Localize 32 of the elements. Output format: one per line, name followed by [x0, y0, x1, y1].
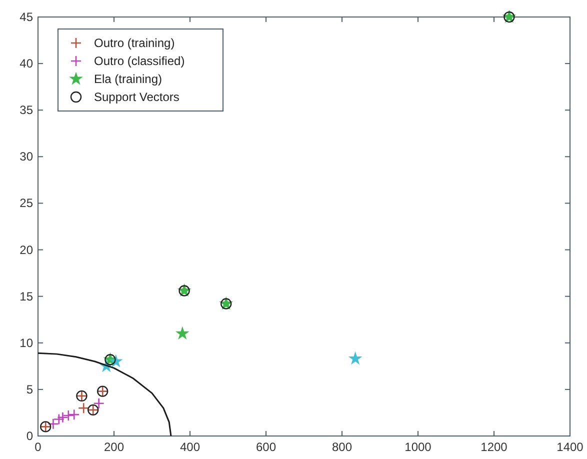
y-tick-label: 5: [26, 382, 34, 396]
legend-label: Outro (training): [94, 36, 175, 50]
legend-label: Ela (training): [94, 72, 162, 86]
y-tick-label: 40: [20, 56, 34, 71]
y-tick-label: 15: [20, 289, 34, 304]
point: [57, 412, 68, 424]
point: [62, 410, 74, 422]
legend-label: Outro (classified): [94, 54, 185, 68]
x-tick-label: 1400: [556, 440, 584, 454]
y-tick-label: 10: [20, 336, 34, 350]
y-tick-label: 30: [20, 150, 34, 164]
x-tick-label: 0: [34, 440, 42, 454]
y-tick-label: 20: [20, 242, 34, 257]
point: [48, 418, 59, 430]
y-tick-label: 35: [20, 103, 34, 118]
x-tick-label: 800: [332, 440, 352, 454]
legend-label: Support Vectors: [94, 90, 180, 104]
point: [348, 351, 362, 365]
x-tick-label: 600: [256, 440, 276, 454]
point: [175, 326, 190, 340]
x-tick-label: 1200: [480, 440, 508, 454]
x-tick-label: 400: [180, 440, 200, 454]
x-tick-label: 1000: [404, 440, 432, 454]
y-tick-label: 25: [20, 196, 34, 210]
y-tick-label: 0: [26, 429, 34, 443]
x-tick-label: 200: [104, 440, 124, 454]
point: [78, 402, 90, 414]
point: [68, 408, 80, 420]
point: [93, 398, 104, 410]
y-tick-label: 45: [20, 10, 34, 24]
point: [53, 414, 65, 425]
line-series: [37, 352, 172, 437]
